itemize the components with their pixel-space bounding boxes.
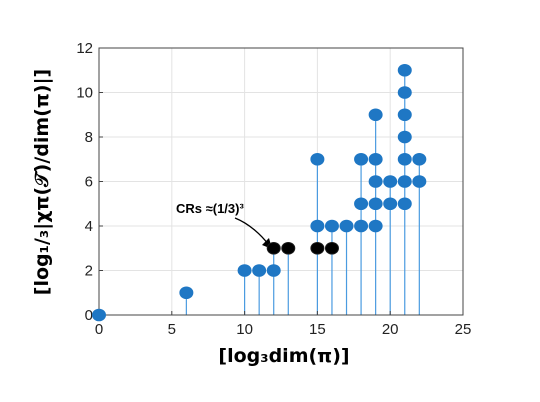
data-point (412, 175, 427, 188)
stem-lines (185, 70, 420, 315)
y-tick-label: 4 (85, 218, 93, 235)
data-point (397, 175, 412, 188)
y-tick-label: 0 (85, 307, 93, 324)
data-point (339, 219, 354, 233)
x-tick-label: 25 (455, 321, 472, 338)
y-tick-label: 6 (85, 174, 93, 191)
tick-labels: 0 5 10 15 20 25 0 2 4 6 8 10 12 (76, 40, 471, 338)
data-point (179, 286, 194, 300)
plot-frame (98, 47, 464, 316)
data-point (368, 197, 383, 211)
data-point (354, 219, 369, 233)
data-point (397, 152, 412, 166)
annotation-text: CRs ≈(1/3)³ (176, 201, 244, 216)
data-point (397, 130, 412, 144)
x-tick-label: 5 (168, 321, 176, 338)
x-tick-label: 15 (309, 321, 326, 338)
data-point (324, 219, 339, 233)
data-point (368, 152, 383, 166)
data-point (354, 197, 369, 211)
y-tick-label: 12 (76, 40, 93, 57)
data-point (368, 175, 383, 188)
data-point (92, 308, 106, 322)
data-point-highlighted (310, 241, 325, 255)
data-point (397, 108, 412, 122)
y-tick-label: 8 (85, 129, 93, 146)
annotation: CRs ≈(1/3)³ (176, 201, 272, 249)
x-tick-label: 10 (236, 321, 253, 338)
data-point (310, 152, 325, 166)
data-point (310, 219, 325, 233)
x-tick-label: 20 (382, 321, 399, 338)
data-point-highlighted (266, 241, 281, 255)
data-point-highlighted (281, 241, 296, 255)
y-tick-label: 2 (85, 263, 93, 280)
data-point (368, 108, 383, 122)
data-point-highlighted (324, 241, 339, 255)
x-tick-label: 0 (95, 321, 103, 338)
x-axis-label: [log₃dim(π)] (218, 345, 349, 367)
data-point (237, 264, 252, 277)
y-tick-label: 10 (76, 85, 93, 102)
data-points (92, 63, 427, 322)
annotation-arrow (234, 217, 269, 245)
axes-box (98, 47, 464, 316)
data-point (383, 175, 398, 188)
data-point (412, 152, 427, 166)
data-point (397, 197, 412, 211)
y-axis-label: [log₁/₃|χπ(𝒯)/dim(π)|] (31, 69, 53, 295)
data-point (397, 63, 412, 77)
data-point (252, 264, 267, 277)
data-point (368, 219, 383, 233)
data-point (397, 86, 412, 99)
data-point (383, 197, 398, 211)
data-point (266, 264, 281, 277)
data-point (354, 152, 369, 166)
